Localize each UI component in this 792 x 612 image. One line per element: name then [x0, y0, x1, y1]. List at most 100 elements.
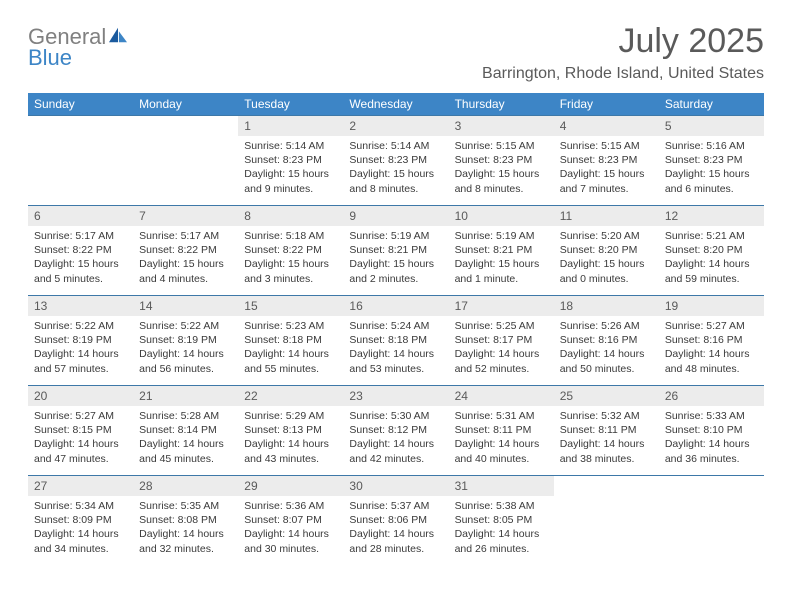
day-header: Tuesday [238, 93, 343, 116]
day-number: 20 [28, 386, 133, 406]
calendar-cell [554, 476, 659, 566]
day-details: Sunrise: 5:15 AMSunset: 8:23 PMDaylight:… [554, 136, 659, 202]
calendar-cell: 22Sunrise: 5:29 AMSunset: 8:13 PMDayligh… [238, 386, 343, 476]
calendar-head: Sunday Monday Tuesday Wednesday Thursday… [28, 93, 764, 116]
page: General Blue July 2025 Barrington, Rhode… [0, 0, 792, 588]
day-details: Sunrise: 5:14 AMSunset: 8:23 PMDaylight:… [238, 136, 343, 202]
day-number: 12 [659, 206, 764, 226]
day-number: 7 [133, 206, 238, 226]
day-number: 15 [238, 296, 343, 316]
calendar-cell: 27Sunrise: 5:34 AMSunset: 8:09 PMDayligh… [28, 476, 133, 566]
calendar-cell: 4Sunrise: 5:15 AMSunset: 8:23 PMDaylight… [554, 116, 659, 206]
calendar-table: Sunday Monday Tuesday Wednesday Thursday… [28, 93, 764, 566]
day-details: Sunrise: 5:27 AMSunset: 8:16 PMDaylight:… [659, 316, 764, 382]
day-details: Sunrise: 5:19 AMSunset: 8:21 PMDaylight:… [343, 226, 448, 292]
calendar-cell: 5Sunrise: 5:16 AMSunset: 8:23 PMDaylight… [659, 116, 764, 206]
day-number: 5 [659, 116, 764, 136]
day-number: 27 [28, 476, 133, 496]
day-details: Sunrise: 5:26 AMSunset: 8:16 PMDaylight:… [554, 316, 659, 382]
day-number: 1 [238, 116, 343, 136]
calendar-cell: 29Sunrise: 5:36 AMSunset: 8:07 PMDayligh… [238, 476, 343, 566]
calendar-week: 27Sunrise: 5:34 AMSunset: 8:09 PMDayligh… [28, 476, 764, 566]
calendar-cell: 20Sunrise: 5:27 AMSunset: 8:15 PMDayligh… [28, 386, 133, 476]
day-details: Sunrise: 5:15 AMSunset: 8:23 PMDaylight:… [449, 136, 554, 202]
calendar-cell: 16Sunrise: 5:24 AMSunset: 8:18 PMDayligh… [343, 296, 448, 386]
calendar-cell: 7Sunrise: 5:17 AMSunset: 8:22 PMDaylight… [133, 206, 238, 296]
day-number: 14 [133, 296, 238, 316]
day-details: Sunrise: 5:21 AMSunset: 8:20 PMDaylight:… [659, 226, 764, 292]
day-details: Sunrise: 5:28 AMSunset: 8:14 PMDaylight:… [133, 406, 238, 472]
day-number: 22 [238, 386, 343, 406]
day-details: Sunrise: 5:14 AMSunset: 8:23 PMDaylight:… [343, 136, 448, 202]
calendar-cell: 21Sunrise: 5:28 AMSunset: 8:14 PMDayligh… [133, 386, 238, 476]
calendar-cell: 10Sunrise: 5:19 AMSunset: 8:21 PMDayligh… [449, 206, 554, 296]
day-number: 19 [659, 296, 764, 316]
calendar-cell [659, 476, 764, 566]
day-number: 23 [343, 386, 448, 406]
day-details: Sunrise: 5:33 AMSunset: 8:10 PMDaylight:… [659, 406, 764, 472]
calendar-cell: 26Sunrise: 5:33 AMSunset: 8:10 PMDayligh… [659, 386, 764, 476]
title-block: July 2025 Barrington, Rhode Island, Unit… [482, 22, 764, 83]
day-header: Friday [554, 93, 659, 116]
day-header: Thursday [449, 93, 554, 116]
calendar-cell: 14Sunrise: 5:22 AMSunset: 8:19 PMDayligh… [133, 296, 238, 386]
calendar-cell: 23Sunrise: 5:30 AMSunset: 8:12 PMDayligh… [343, 386, 448, 476]
calendar-week: 13Sunrise: 5:22 AMSunset: 8:19 PMDayligh… [28, 296, 764, 386]
calendar-cell: 18Sunrise: 5:26 AMSunset: 8:16 PMDayligh… [554, 296, 659, 386]
sail-icon [107, 26, 129, 44]
day-details: Sunrise: 5:37 AMSunset: 8:06 PMDaylight:… [343, 496, 448, 562]
day-number: 25 [554, 386, 659, 406]
calendar-week: 6Sunrise: 5:17 AMSunset: 8:22 PMDaylight… [28, 206, 764, 296]
calendar-cell: 6Sunrise: 5:17 AMSunset: 8:22 PMDaylight… [28, 206, 133, 296]
day-number: 29 [238, 476, 343, 496]
day-number: 6 [28, 206, 133, 226]
day-details: Sunrise: 5:20 AMSunset: 8:20 PMDaylight:… [554, 226, 659, 292]
calendar-cell: 31Sunrise: 5:38 AMSunset: 8:05 PMDayligh… [449, 476, 554, 566]
day-number: 30 [343, 476, 448, 496]
location-text: Barrington, Rhode Island, United States [482, 65, 764, 83]
day-number: 28 [133, 476, 238, 496]
day-number: 24 [449, 386, 554, 406]
calendar-cell: 28Sunrise: 5:35 AMSunset: 8:08 PMDayligh… [133, 476, 238, 566]
day-number: 8 [238, 206, 343, 226]
day-header: Monday [133, 93, 238, 116]
day-header: Sunday [28, 93, 133, 116]
day-number: 16 [343, 296, 448, 316]
day-details: Sunrise: 5:19 AMSunset: 8:21 PMDaylight:… [449, 226, 554, 292]
day-details: Sunrise: 5:23 AMSunset: 8:18 PMDaylight:… [238, 316, 343, 382]
calendar-cell [133, 116, 238, 206]
brand-text: General Blue [28, 26, 129, 69]
day-header: Saturday [659, 93, 764, 116]
day-number: 17 [449, 296, 554, 316]
day-details: Sunrise: 5:22 AMSunset: 8:19 PMDaylight:… [133, 316, 238, 382]
day-number: 18 [554, 296, 659, 316]
calendar-cell: 24Sunrise: 5:31 AMSunset: 8:11 PMDayligh… [449, 386, 554, 476]
day-details: Sunrise: 5:27 AMSunset: 8:15 PMDaylight:… [28, 406, 133, 472]
day-number: 2 [343, 116, 448, 136]
calendar-cell: 11Sunrise: 5:20 AMSunset: 8:20 PMDayligh… [554, 206, 659, 296]
day-header-row: Sunday Monday Tuesday Wednesday Thursday… [28, 93, 764, 116]
day-number: 10 [449, 206, 554, 226]
calendar-cell: 25Sunrise: 5:32 AMSunset: 8:11 PMDayligh… [554, 386, 659, 476]
day-details: Sunrise: 5:38 AMSunset: 8:05 PMDaylight:… [449, 496, 554, 562]
day-number: 13 [28, 296, 133, 316]
calendar-cell: 15Sunrise: 5:23 AMSunset: 8:18 PMDayligh… [238, 296, 343, 386]
day-details: Sunrise: 5:31 AMSunset: 8:11 PMDaylight:… [449, 406, 554, 472]
calendar-week: 1Sunrise: 5:14 AMSunset: 8:23 PMDaylight… [28, 116, 764, 206]
day-details: Sunrise: 5:30 AMSunset: 8:12 PMDaylight:… [343, 406, 448, 472]
calendar-body: 1Sunrise: 5:14 AMSunset: 8:23 PMDaylight… [28, 116, 764, 566]
calendar-cell: 2Sunrise: 5:14 AMSunset: 8:23 PMDaylight… [343, 116, 448, 206]
calendar-cell: 13Sunrise: 5:22 AMSunset: 8:19 PMDayligh… [28, 296, 133, 386]
day-details: Sunrise: 5:34 AMSunset: 8:09 PMDaylight:… [28, 496, 133, 562]
brand-logo: General Blue [28, 26, 129, 69]
day-details: Sunrise: 5:25 AMSunset: 8:17 PMDaylight:… [449, 316, 554, 382]
day-number: 26 [659, 386, 764, 406]
calendar-cell: 17Sunrise: 5:25 AMSunset: 8:17 PMDayligh… [449, 296, 554, 386]
day-number: 9 [343, 206, 448, 226]
day-details: Sunrise: 5:17 AMSunset: 8:22 PMDaylight:… [28, 226, 133, 292]
day-number: 31 [449, 476, 554, 496]
day-details: Sunrise: 5:17 AMSunset: 8:22 PMDaylight:… [133, 226, 238, 292]
calendar-cell: 30Sunrise: 5:37 AMSunset: 8:06 PMDayligh… [343, 476, 448, 566]
day-details: Sunrise: 5:32 AMSunset: 8:11 PMDaylight:… [554, 406, 659, 472]
day-number: 3 [449, 116, 554, 136]
